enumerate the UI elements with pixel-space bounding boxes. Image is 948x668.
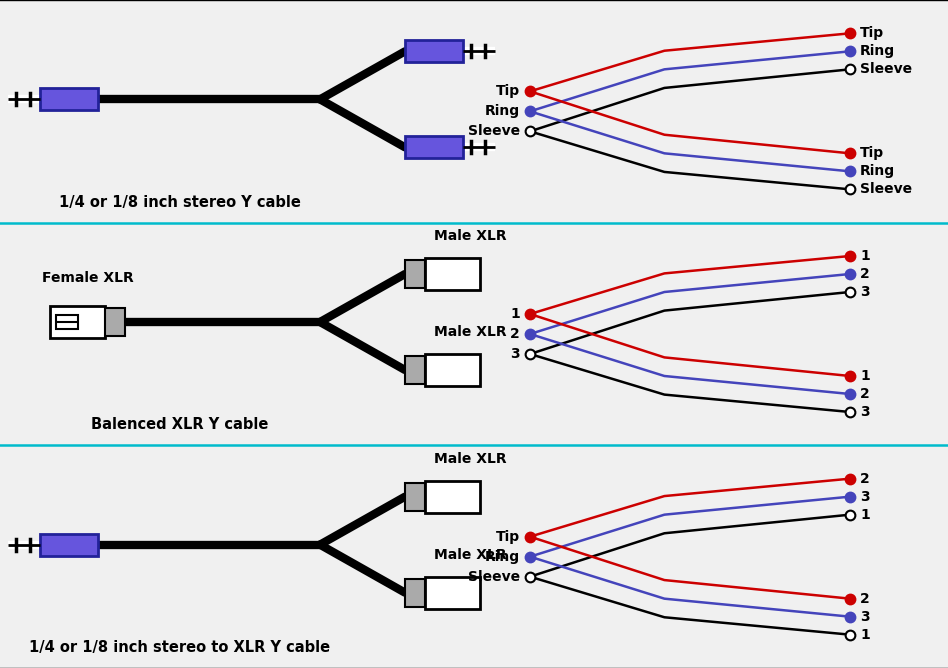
Text: Female XLR: Female XLR — [42, 271, 134, 285]
Text: Male XLR: Male XLR — [433, 452, 506, 466]
Text: Male XLR: Male XLR — [433, 325, 506, 339]
Bar — [40, 88, 98, 110]
Text: Tip: Tip — [860, 146, 884, 160]
Text: Ring: Ring — [860, 44, 895, 58]
Text: 2: 2 — [860, 472, 869, 486]
Text: 2: 2 — [860, 592, 869, 606]
Bar — [425, 576, 480, 609]
Text: Tip: Tip — [496, 84, 520, 98]
Text: 1: 1 — [860, 369, 869, 383]
Text: Ring: Ring — [484, 104, 520, 118]
Text: 1: 1 — [860, 249, 869, 263]
Text: Ring: Ring — [484, 550, 520, 564]
Text: 3: 3 — [860, 490, 869, 504]
Text: Tip: Tip — [860, 26, 884, 40]
Text: 2: 2 — [510, 327, 520, 341]
Bar — [56, 315, 78, 329]
Text: 1/4 or 1/8 inch stereo Y cable: 1/4 or 1/8 inch stereo Y cable — [59, 194, 301, 210]
Text: Sleeve: Sleeve — [860, 182, 912, 196]
Bar — [425, 481, 480, 512]
Bar — [405, 578, 425, 607]
Text: 3: 3 — [860, 285, 869, 299]
Text: Sleeve: Sleeve — [468, 570, 520, 584]
Text: 1/4 or 1/8 inch stereo to XLR Y cable: 1/4 or 1/8 inch stereo to XLR Y cable — [29, 640, 331, 655]
Text: Male XLR: Male XLR — [433, 229, 506, 243]
Text: Sleeve: Sleeve — [860, 62, 912, 76]
Bar — [405, 260, 425, 288]
Bar — [405, 483, 425, 510]
Bar — [405, 40, 463, 62]
Text: Balenced XLR Y cable: Balenced XLR Y cable — [91, 418, 268, 432]
Text: 1: 1 — [860, 508, 869, 522]
Text: 2: 2 — [860, 267, 869, 281]
Text: 1: 1 — [860, 628, 869, 642]
Bar — [105, 308, 125, 336]
Text: 1: 1 — [510, 307, 520, 321]
Text: Male XLR: Male XLR — [433, 548, 506, 562]
Bar — [405, 356, 425, 384]
Text: 2: 2 — [860, 387, 869, 401]
Bar — [425, 354, 480, 386]
Bar — [425, 258, 480, 290]
Bar — [50, 306, 105, 338]
Text: Sleeve: Sleeve — [468, 124, 520, 138]
Text: Ring: Ring — [860, 164, 895, 178]
Text: 3: 3 — [860, 405, 869, 419]
Text: 3: 3 — [860, 610, 869, 624]
Text: 3: 3 — [510, 347, 520, 361]
Text: Tip: Tip — [496, 530, 520, 544]
Bar — [405, 136, 463, 158]
Bar — [40, 534, 98, 556]
